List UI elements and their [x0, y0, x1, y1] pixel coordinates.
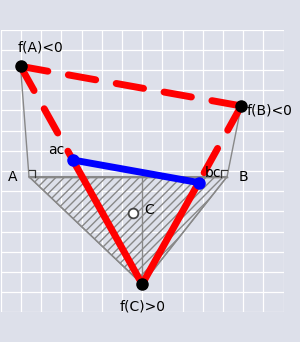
Text: B: B — [238, 170, 248, 184]
Text: f(C)>0: f(C)>0 — [119, 300, 165, 314]
Text: f(B)<0: f(B)<0 — [247, 103, 293, 117]
Text: C: C — [144, 203, 154, 217]
Text: f(A)<0: f(A)<0 — [18, 41, 63, 55]
Text: bc: bc — [204, 166, 221, 180]
Text: ac: ac — [48, 143, 64, 157]
Text: A: A — [8, 170, 18, 184]
